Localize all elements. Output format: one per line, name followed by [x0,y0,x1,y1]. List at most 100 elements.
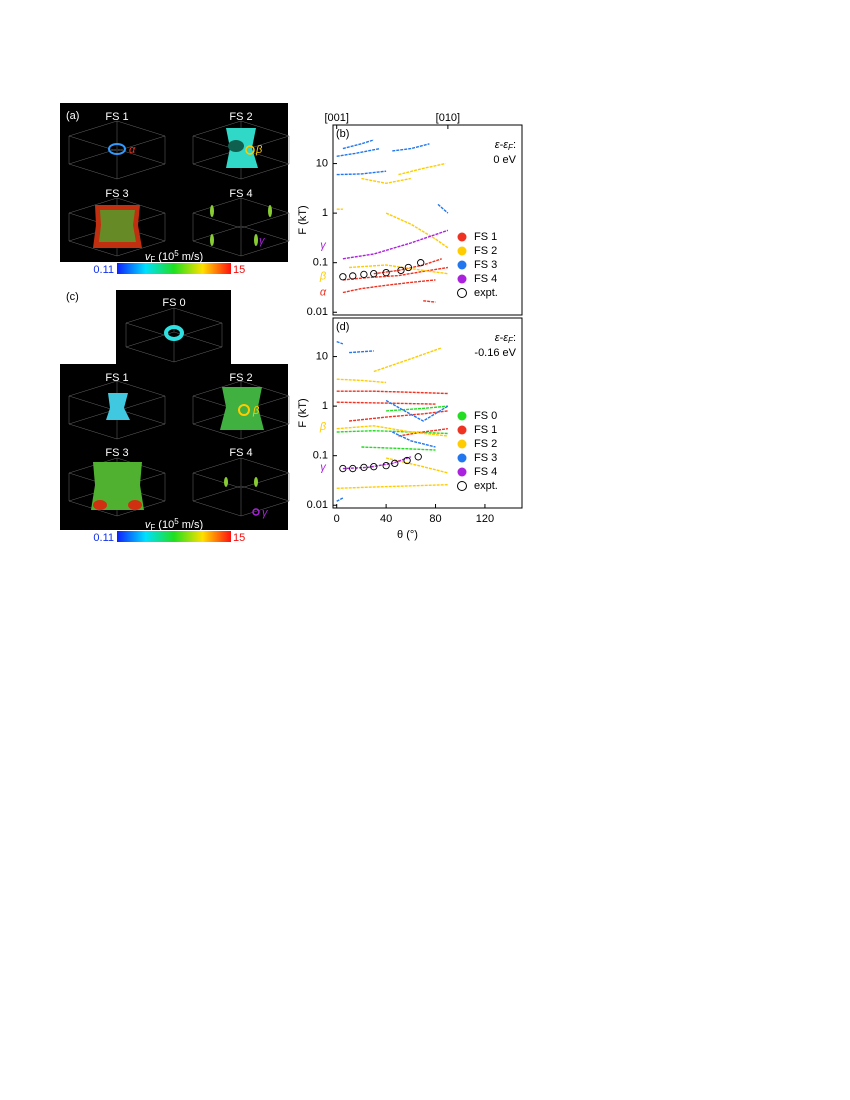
colorbar-min: 0.11 [93,532,114,544]
fermi-surface [210,234,214,246]
colorbar-label-part: F [150,523,155,532]
annotation: ε-εF: [495,139,516,152]
legend-label: FS 3 [474,452,497,464]
surface-title: FS 4 [229,447,252,459]
surface-title: FS 3 [105,188,128,200]
y-tick-label: 10 [316,157,328,169]
surface-title: FS 1 [105,372,128,384]
curve [336,162,449,275]
orbit-label: γ [320,240,327,252]
curve [336,347,449,489]
fermi-surface [128,500,142,510]
colorbar-label: vF (105 m/s) [145,249,203,264]
fermi-surface [268,205,272,217]
surface-title: FS 2 [229,372,252,384]
data-point [382,268,390,277]
y-axis-label: F (kT) [297,205,309,234]
legend-label: FS 2 [474,438,497,450]
fermi-surface [254,477,258,487]
orbit-label: γ [262,507,269,519]
orbit-marker [245,145,255,155]
legend-marker [457,481,467,491]
panel-label: (a) [66,110,79,122]
data-point [404,263,413,272]
x-tick-label: 0 [334,513,340,525]
x-tick-label: [010] [436,112,460,124]
orbit-label: β [319,421,327,433]
orbit-label: α [129,144,136,156]
data-point [414,453,422,461]
panel-label: (c) [66,291,79,303]
legend-label: expt. [474,480,498,492]
data-point [370,463,378,471]
y-tick-label: 0.1 [313,257,328,269]
x-tick-label: 80 [429,513,441,525]
colorbar-label-part: v [145,519,152,531]
orbit-label: γ [259,235,266,247]
fermi-surface [91,462,144,510]
legend-marker [457,274,467,284]
fermi-surface [99,210,136,242]
annotation-part: ε-ε [495,139,508,151]
colorbar-min: 0.11 [93,264,114,276]
render-panel [60,103,288,262]
colorbar-label-part: 5 [174,517,179,526]
panel-label: (b) [336,128,349,140]
y-tick-label: 0.01 [307,499,328,511]
fermi-surface [93,500,107,510]
data-point [403,456,411,465]
data-point [339,273,347,281]
legend-label: FS 4 [474,273,497,285]
x-tick-label: 120 [476,513,494,525]
fermi-surface [228,140,244,152]
surface-title: FS 3 [105,447,128,459]
y-tick-label: 1 [322,207,328,219]
colorbar-label-part: F [150,255,155,264]
fermi-surface [254,234,258,246]
orbit-label: γ [320,462,327,474]
curve [336,405,448,451]
plot-frame [332,317,523,509]
fermi-surface [224,477,228,487]
y-axis-label: F (kT) [297,398,309,427]
colorbar-label-part: m/s) [179,519,203,531]
legend-marker [457,232,467,242]
annotation-part: F [508,143,514,152]
orbit-label: β [252,405,260,417]
surface-title: FS 4 [229,188,252,200]
orbit-label: α [320,286,327,298]
data-point [360,463,368,472]
legend-marker [457,439,467,449]
x-tick-label: [001] [324,112,348,124]
surface-title: FS 2 [229,111,252,123]
y-tick-label: 1 [322,400,328,412]
data-point [382,461,390,470]
colorbar [117,531,231,542]
data-point [370,270,378,278]
colorbar-label-part: v [145,251,152,263]
legend-label: expt. [474,287,498,299]
colorbar-label: vF (105 m/s) [145,517,203,532]
colorbar-max: 15 [233,532,245,544]
annotation-part: : [513,139,516,151]
legend-marker [457,260,467,270]
annotation: ε-εF: [495,332,516,345]
colorbar [117,263,231,274]
wireframes [68,120,290,517]
annotation-value: -0.16 eV [474,347,516,359]
data-point [417,259,425,267]
curve [342,258,449,303]
data-point [397,266,405,275]
fermi-surface [164,325,184,341]
panel-label: (d) [336,321,349,333]
data-point [339,464,347,473]
surface-title: FS 0 [162,297,185,309]
fermi-surface [220,387,264,430]
plot-frame [332,124,523,316]
legend-marker [457,453,467,463]
fermi-surface [106,393,130,420]
legend-label: FS 1 [474,231,497,243]
colorbar-label-part: (10 [155,519,174,531]
surface-title: FS 1 [105,111,128,123]
